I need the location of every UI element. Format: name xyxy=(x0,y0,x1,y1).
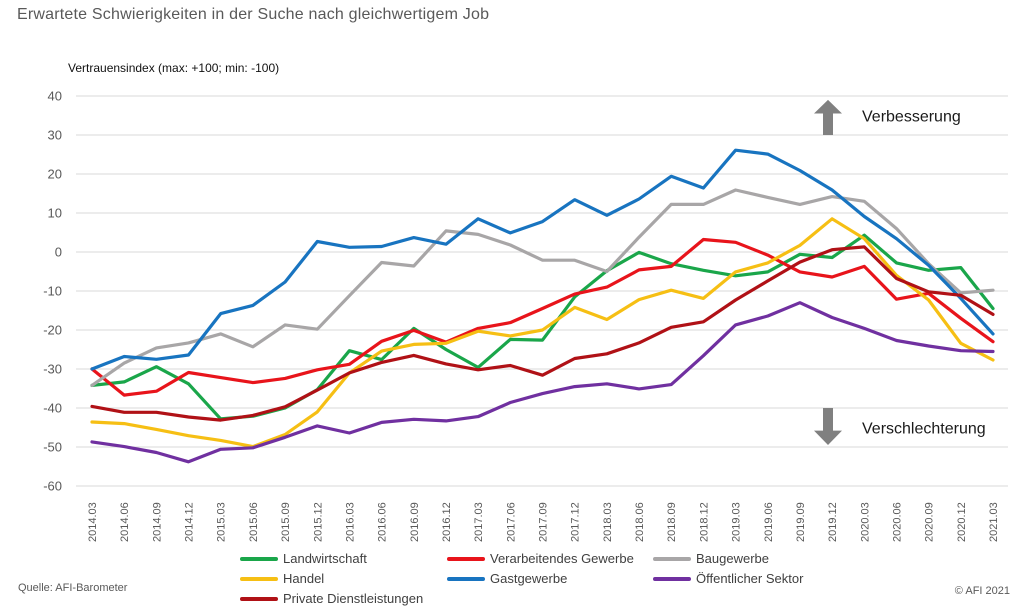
legend-item-private-dienstleistungen[interactable]: Private Dienstleistungen xyxy=(240,591,423,606)
legend-label: Baugewerbe xyxy=(696,551,769,566)
x-tick-label: 2019.12 xyxy=(827,502,839,542)
x-tick-label: 2015.12 xyxy=(312,502,324,542)
gridlines xyxy=(76,95,1008,487)
x-tick-label: 2021.03 xyxy=(988,502,1000,542)
x-tick-label: 2017.03 xyxy=(473,502,485,542)
series-line-verarbeitendes-gewerbe xyxy=(90,237,995,397)
legend-swatch xyxy=(447,576,485,581)
y-tick-label: -40 xyxy=(43,401,62,416)
source-note: Quelle: AFI-Barometer xyxy=(18,582,128,594)
x-tick-label: 2016.09 xyxy=(409,502,421,542)
y-tick-label: -50 xyxy=(43,440,62,455)
x-tick-label: 2016.12 xyxy=(441,502,453,542)
x-tick-label: 2018.06 xyxy=(634,502,646,542)
y-tick-label: 0 xyxy=(55,245,62,260)
x-tick-label: 2020.09 xyxy=(924,502,936,542)
y-axis-label: Vertrauensindex (max: +100; min: -100) xyxy=(68,61,280,75)
x-tick-label: 2015.09 xyxy=(280,502,292,542)
x-tick-label: 2014.06 xyxy=(119,502,131,542)
legend-swatch xyxy=(653,576,691,581)
series-lines xyxy=(90,148,995,464)
y-tick-label: -60 xyxy=(43,479,62,494)
legend-label: Verarbeitendes Gewerbe xyxy=(490,551,634,566)
series-line-gastgewerbe xyxy=(90,148,995,371)
x-tick-label: 2020.06 xyxy=(891,502,903,542)
arrow-down-icon xyxy=(814,408,842,446)
x-tick-label: 2016.03 xyxy=(344,502,356,542)
series-line-oeffentlicher-sektor xyxy=(90,301,995,464)
annotation-improvement: Verbesserung xyxy=(862,109,961,126)
legend-item-gastgewerbe[interactable]: Gastgewerbe xyxy=(447,571,567,586)
x-tick-label: 2018.03 xyxy=(602,502,614,542)
legend-item-verarbeitendes-gewerbe[interactable]: Verarbeitendes Gewerbe xyxy=(447,551,634,566)
x-axis-ticks: 2014.03 2014.06 2014.09 2014.12 2015.03 2015.… xyxy=(87,502,1000,542)
x-tick-label: 2016.06 xyxy=(377,502,389,542)
annotations: Verbesserung Verschlechterung xyxy=(814,99,986,446)
y-tick-label: 40 xyxy=(48,89,62,104)
legend-label: Öffentlicher Sektor xyxy=(696,571,804,586)
legend: Landwirtschaft Verarbeitendes Gewerbe Ba… xyxy=(240,551,803,611)
x-tick-label: 2019.09 xyxy=(795,502,807,542)
x-tick-label: 2014.09 xyxy=(151,502,163,542)
x-tick-label: 2015.03 xyxy=(216,502,228,542)
legend-swatch xyxy=(653,556,691,561)
legend-item-landwirtschaft[interactable]: Landwirtschaft xyxy=(240,551,367,566)
y-tick-label: -20 xyxy=(43,323,62,338)
annotation-deterioration: Verschlechterung xyxy=(862,421,986,438)
x-tick-label: 2020.12 xyxy=(956,502,968,542)
legend-swatch xyxy=(240,556,278,561)
y-tick-label: 20 xyxy=(48,167,62,182)
x-tick-label: 2014.12 xyxy=(184,502,196,542)
legend-swatch xyxy=(240,596,278,601)
legend-label: Landwirtschaft xyxy=(283,551,367,566)
x-tick-label: 2017.06 xyxy=(505,502,517,542)
x-tick-label: 2018.09 xyxy=(666,502,678,542)
legend-item-handel[interactable]: Handel xyxy=(240,571,324,586)
series-line-private-dienstleistungen xyxy=(90,245,995,422)
y-tick-label: -30 xyxy=(43,362,62,377)
copyright-note: © AFI 2021 xyxy=(954,585,1010,597)
chart-title: Erwartete Schwierigkeiten in der Suche n… xyxy=(17,6,490,23)
arrow-up-icon xyxy=(814,99,842,135)
legend-label: Private Dienstleistungen xyxy=(283,591,424,606)
x-tick-label: 2018.12 xyxy=(698,502,710,542)
legend-swatch xyxy=(447,556,485,561)
series-line-baugewerbe xyxy=(90,188,995,387)
legend-label: Gastgewerbe xyxy=(490,571,568,586)
x-tick-label: 2020.03 xyxy=(859,502,871,542)
legend-label: Handel xyxy=(283,571,325,586)
x-tick-label: 2019.06 xyxy=(763,502,775,542)
y-axis-ticks: 40 30 20 10 0 -10 -20 -30 -40 -50 -60 xyxy=(43,89,62,494)
y-tick-label: 30 xyxy=(48,128,62,143)
y-tick-label: -10 xyxy=(43,284,62,299)
x-tick-label: 2017.12 xyxy=(570,502,582,542)
x-tick-label: 2017.09 xyxy=(538,502,550,542)
legend-swatch xyxy=(240,576,278,581)
y-tick-label: 10 xyxy=(48,206,62,221)
series-line-handel xyxy=(90,217,995,449)
x-tick-label: 2019.03 xyxy=(731,502,743,542)
x-tick-label: 2015.06 xyxy=(248,502,260,542)
x-tick-label: 2014.03 xyxy=(87,502,99,542)
legend-item-baugewerbe[interactable]: Baugewerbe xyxy=(653,551,769,566)
legend-item-oeffentlicher-sektor[interactable]: Öffentlicher Sektor xyxy=(653,571,803,586)
